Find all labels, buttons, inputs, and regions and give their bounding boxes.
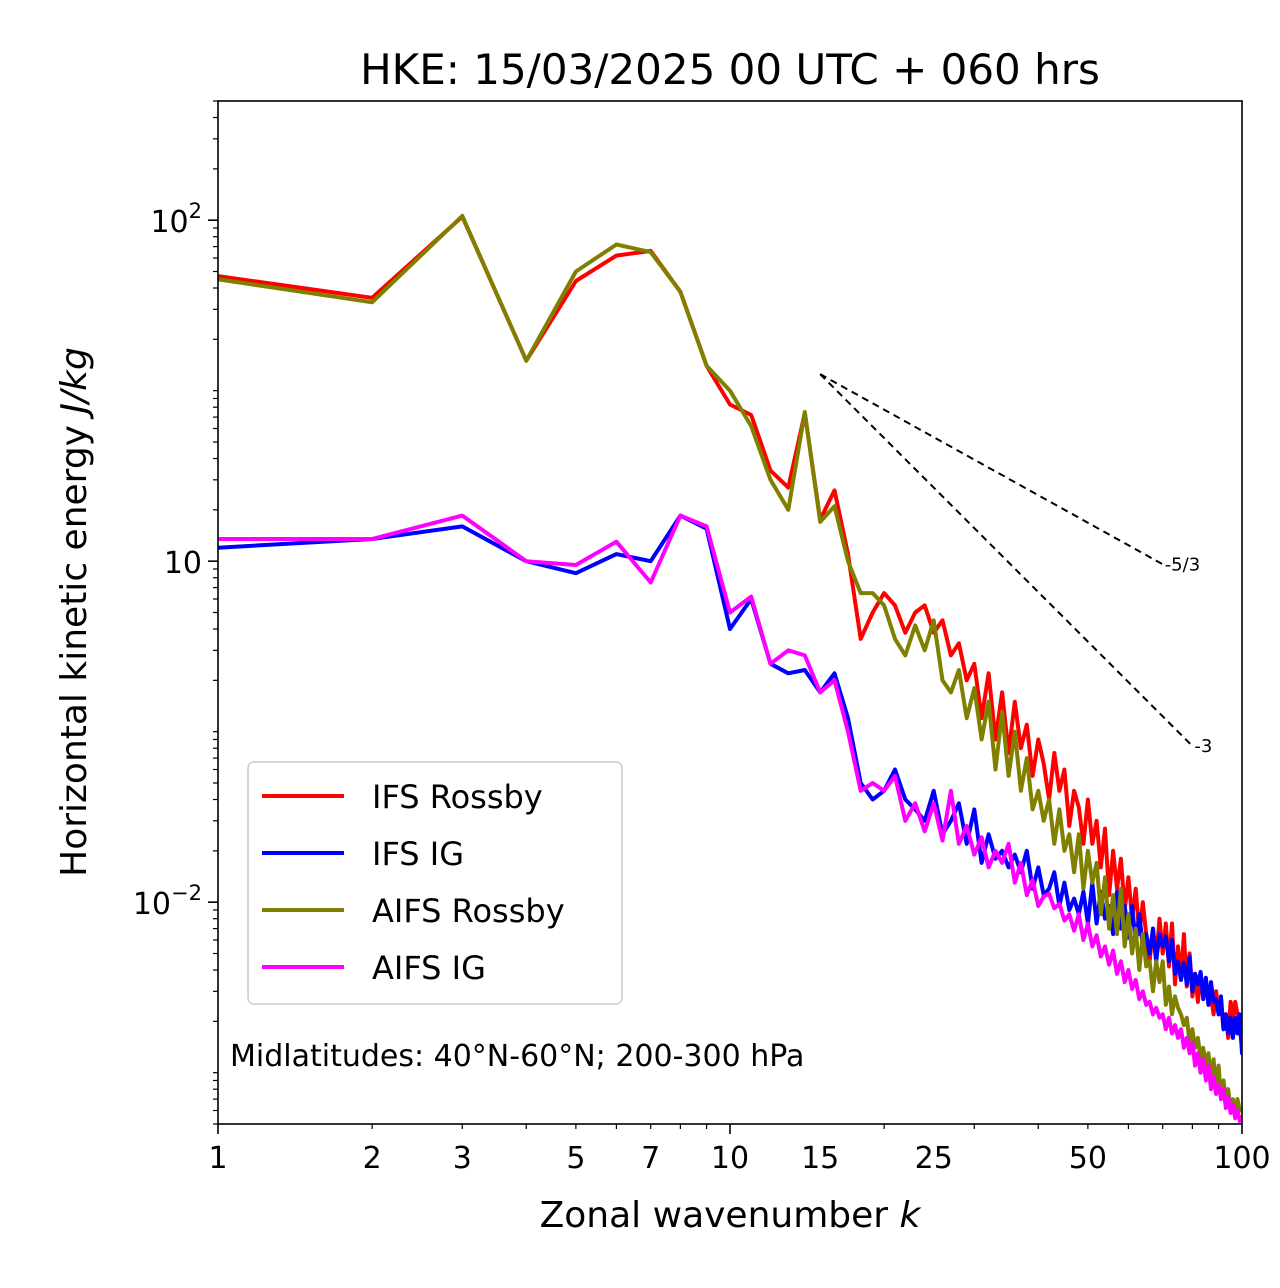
series-line-aifs-rossby [218, 213, 1242, 1113]
x-tick-label: 3 [453, 1141, 472, 1176]
reference-slope-line [819, 373, 1164, 566]
x-tick-label: 1 [208, 1141, 227, 1176]
reference-slope-label: -3 [1194, 736, 1212, 757]
y-axis-label: Horizontal kinetic energy J/kg [54, 347, 95, 877]
x-tick-label: 10 [711, 1141, 749, 1176]
y-axis-ticks: 102 10 10−2 [133, 100, 218, 1125]
legend-entries: IFS Rossby IFS IG AIFS Rossby AIFS IG [262, 778, 565, 987]
chart-title: HKE: 15/03/2025 00 UTC + 060 hrs [360, 45, 1100, 94]
plot-frame [217, 100, 1243, 1125]
x-axis-label: Zonal wavenumber k [540, 1195, 923, 1236]
legend-label: IFS Rossby [372, 778, 543, 816]
reference-slopes: -5/3 -3 [819, 373, 1212, 757]
x-axis-ticks: 1 2 3 5 7 10 15 25 50 100 [208, 1124, 1271, 1176]
x-tick-label: 25 [915, 1141, 953, 1176]
x-tick-label: 2 [363, 1141, 382, 1176]
x-tick-label: 100 [1213, 1141, 1270, 1176]
x-tick-label: 15 [801, 1141, 839, 1176]
series-line-ifs-ig [218, 513, 1242, 1056]
legend-label: AIFS Rossby [372, 892, 565, 930]
legend-box [247, 761, 623, 1005]
series-line-aifs-ig [218, 513, 1242, 1124]
y-tick-label: 10−2 [133, 881, 202, 922]
x-tick-label: 7 [641, 1141, 660, 1176]
series-layer [218, 213, 1242, 1124]
y-tick-label: 10 [164, 546, 202, 581]
region-annotation: Midlatitudes: 40°N-60°N; 200-300 hPa [230, 1039, 804, 1074]
legend-label: AIFS IG [372, 949, 486, 987]
reference-slope-label: -5/3 [1165, 554, 1200, 575]
legend-label: IFS IG [372, 835, 464, 873]
reference-slope-line [819, 373, 1194, 747]
legend: IFS Rossby IFS IG AIFS Rossby AIFS IG [247, 761, 623, 1005]
x-tick-label: 5 [566, 1141, 585, 1176]
y-tick-label: 102 [150, 199, 202, 240]
x-tick-label: 50 [1069, 1141, 1107, 1176]
